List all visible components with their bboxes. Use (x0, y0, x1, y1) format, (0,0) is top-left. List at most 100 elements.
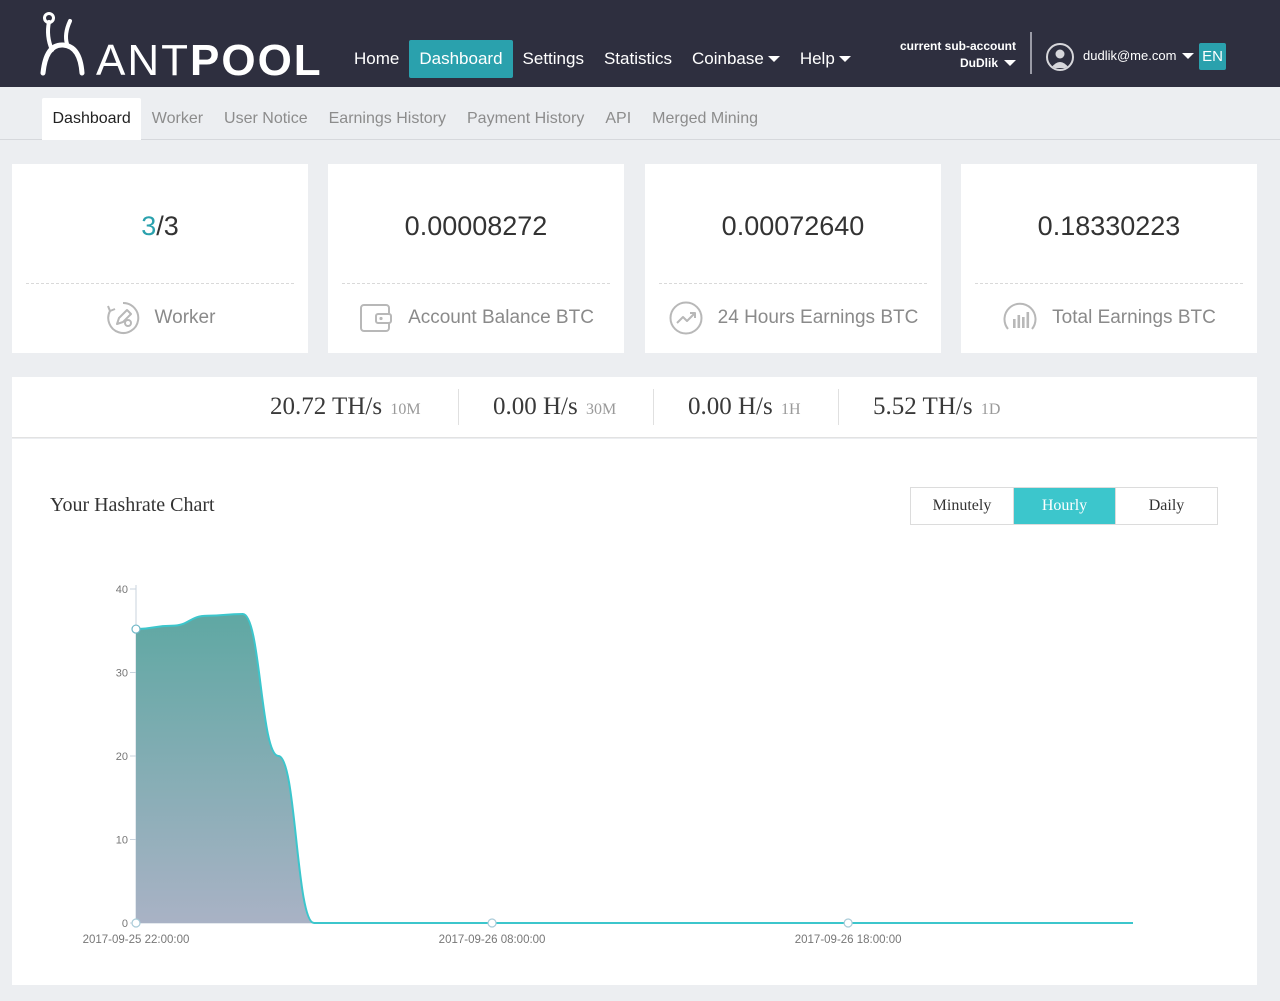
nav-item-label: Help (799, 49, 835, 68)
chevron-down-icon (1004, 60, 1016, 66)
y-tick-label: 40 (116, 584, 128, 596)
subaccount-switcher[interactable]: current sub-account DuDlik (880, 38, 1030, 72)
card-label: 24 Hours Earnings BTC (717, 307, 919, 328)
subaccount-name[interactable]: DuDlik (960, 54, 1016, 72)
stat-card-balance: 0.00008272 Account Balance BTC (328, 164, 624, 353)
bar-chart-icon (1003, 302, 1037, 330)
tab-worker[interactable]: Worker (151, 110, 204, 127)
tab-user-notice[interactable]: User Notice (224, 110, 308, 127)
top-navbar: ANTPOOL Home Dashboard Settings Statistics C… (0, 0, 1280, 87)
nav-item-label: Home (354, 49, 400, 68)
hashrate-value: 20.72 TH/s (270, 393, 383, 420)
card-divider (975, 283, 1243, 284)
hashrate-period: 10M (390, 401, 421, 418)
hashrate-1d: 5.52 TH/s 1D (873, 393, 1000, 421)
card-label-row: 24 Hours Earnings BTC (645, 300, 941, 336)
card-label: Account Balance BTC (408, 307, 594, 328)
nav-item-help[interactable]: Help (790, 40, 861, 78)
avatar[interactable] (1046, 43, 1074, 71)
worker-count: 3/3 (12, 211, 308, 242)
chevron-down-icon (838, 56, 851, 62)
x-tick-label: 2017-09-25 22:00:00 (83, 934, 190, 946)
main-navigation: Home Dashboard Settings Statistics Coinbase H… (344, 40, 861, 78)
card-label-row: Account Balance BTC (328, 300, 624, 336)
chevron-down-icon (767, 56, 780, 62)
nav-item-statistics[interactable]: Statistics (594, 40, 682, 78)
y-tick-label: 0 (122, 918, 128, 930)
nav-item-label: Dashboard (419, 49, 503, 68)
card-label-row: Total Earnings BTC (961, 300, 1257, 336)
range-button-daily[interactable]: Daily (1115, 488, 1217, 524)
hashrate-period: 30M (585, 401, 617, 418)
range-button-minutely[interactable]: Minutely (932, 497, 992, 514)
stat-card-24h-earnings: 0.00072640 24 Hours Earnings BTC (645, 164, 941, 353)
tab-earnings-history[interactable]: Earnings History (328, 110, 446, 127)
card-divider (659, 283, 927, 284)
card-divider (26, 283, 294, 284)
user-email: dudlik@me.com (1083, 48, 1177, 63)
nav-item-coinbase[interactable]: Coinbase (682, 40, 790, 78)
trend-up-icon (669, 301, 703, 335)
chart-title: Your Hashrate Chart (50, 494, 215, 516)
header-divider (1030, 32, 1032, 74)
antpool-logo[interactable]: ANTPOOL (40, 12, 321, 83)
user-icon (1051, 49, 1069, 68)
hashrate-chart-panel: Your Hashrate Chart Minutely Hourly Daily … (12, 439, 1257, 985)
x-tick-label: 2017-09-26 08:00:00 (439, 934, 546, 946)
x-tick-label: 2017-09-26 18:00:00 (795, 934, 902, 946)
total-worker-count: /3 (156, 211, 179, 241)
subaccount-name-text: DuDlik (959, 56, 998, 70)
tab-merged-mining[interactable]: Merged Mining (652, 110, 758, 127)
hashrate-value: 0.00 H/s (688, 393, 773, 420)
hashrate-value: 0.00 H/s (493, 393, 578, 420)
hashrate-line (135, 613, 1133, 924)
x-tick-marker (487, 918, 497, 928)
hashrate-chart: 0 10 20 30 40 2017-09-25 22:00:00 2017-09-26 0… (83, 584, 1133, 946)
nav-item-label: Settings (522, 49, 584, 68)
subnav-tabs: Dashboard Worker User Notice Earnings Histo… (42, 98, 769, 140)
nav-item-label: Statistics (603, 49, 672, 68)
sub-navigation: Dashboard Worker User Notice Earnings Histo… (0, 87, 1280, 140)
account-balance-value: 0.00008272 (404, 211, 548, 241)
range-button-hourly[interactable]: Hourly (1013, 488, 1115, 524)
stat-card-worker: 3/3 Worker (12, 164, 308, 353)
hashrate-period: 1H (780, 401, 801, 418)
user-menu[interactable]: dudlik@me.com (1083, 48, 1195, 63)
tab-payment-history[interactable]: Payment History (467, 110, 585, 127)
active-worker-count: 3 (141, 211, 157, 241)
hashrate-summary: 20.72 TH/s 10M 0.00 H/s 30M 0.00 H/s 1H … (12, 377, 1257, 438)
nav-item-settings[interactable]: Settings (513, 40, 594, 78)
hashrate-10m: 20.72 TH/s 10M (270, 393, 421, 421)
hashrate-divider (458, 389, 459, 425)
chart-range-toggle: Minutely Hourly Daily (910, 487, 1218, 525)
hashrate-area (136, 614, 1133, 923)
total-earnings-value: 0.18330223 (1037, 211, 1181, 241)
subaccount-label: current sub-account (899, 39, 1016, 53)
card-divider (342, 283, 610, 284)
nav-item-dashboard[interactable]: Dashboard (409, 40, 513, 78)
nav-item-home[interactable]: Home (344, 40, 409, 78)
card-label: Total Earnings BTC (1052, 307, 1216, 328)
stat-card-total-earnings: 0.18330223 Total Earnings BTC (961, 164, 1257, 353)
nav-item-label: Coinbase (692, 49, 764, 68)
tab-api[interactable]: API (605, 110, 632, 127)
wallet-icon (360, 304, 393, 332)
24h-earnings-value: 0.00072640 (721, 211, 865, 241)
y-tick-label: 20 (116, 751, 128, 763)
hashrate-period: 1D (980, 401, 1001, 418)
hashrate-value: 5.52 TH/s (873, 393, 973, 420)
y-tick-label: 30 (116, 668, 128, 680)
hashrate-30m: 0.00 H/s 30M (493, 393, 616, 421)
logo-pool-text: POOL (190, 36, 323, 85)
hashrate-divider (653, 389, 654, 425)
x-tick-marker (131, 918, 141, 928)
y-tick-label: 10 (116, 835, 128, 847)
card-label-row: Worker (12, 300, 308, 336)
card-label: Worker (154, 307, 216, 328)
language-switch[interactable]: EN (1199, 43, 1226, 70)
tab-dashboard[interactable]: Dashboard (42, 98, 142, 140)
logo-wordmark: ANTPOOL (96, 39, 323, 83)
hashrate-divider (838, 389, 839, 425)
worker-icon (106, 301, 139, 334)
data-point (131, 624, 141, 634)
